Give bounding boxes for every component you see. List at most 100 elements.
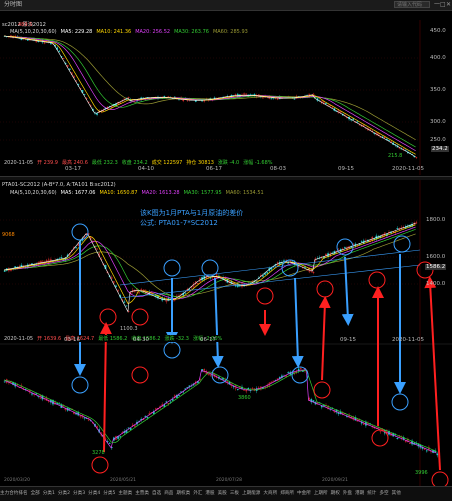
status-item: 成交 122597 (151, 160, 183, 166)
bottom-tab[interactable]: 其他 (391, 491, 401, 496)
bottom-tab[interactable]: 主题类 (118, 491, 133, 496)
annotation-circle (201, 259, 219, 277)
annotation-circle (91, 456, 109, 474)
candle (329, 105, 332, 107)
close-icon[interactable]: ✕ (446, 1, 452, 8)
bottom-tab[interactable]: 外盘 (342, 491, 352, 496)
candle (62, 57, 65, 59)
candle (436, 453, 439, 456)
candle (262, 275, 264, 277)
ma-legend-item: MA60: 1534.51 (225, 190, 264, 196)
bottom-tab[interactable]: 美股 (217, 491, 227, 496)
candle (127, 97, 130, 99)
bottom-tab[interactable]: 商品 (164, 491, 174, 496)
date-right-label: 2020-11-05 (392, 337, 424, 343)
bottom-tab[interactable]: 分类1 (42, 491, 55, 496)
sc2012-status-line: 2020-11-05 开 239.9 最高 240.6 最低 232.3 收盘 234.… (4, 159, 277, 166)
spread-symbol: PTA01-SC2012 (A-B*7.0, A:TA101 B:sc2012) (2, 182, 116, 188)
bottom-tab[interactable]: 多空 (379, 491, 389, 496)
candle (297, 368, 300, 372)
spread-plot (0, 180, 452, 486)
low-price-label: 215.8 (388, 153, 403, 159)
candle (415, 222, 418, 224)
bottom-tab[interactable]: 中金所 (297, 491, 311, 496)
bottom-tab[interactable]: 分类4 (88, 491, 101, 496)
low-label: 3996 (415, 470, 428, 476)
candle (404, 149, 407, 151)
bottom-tab[interactable]: 郑商所 (280, 491, 294, 496)
bottom-tab[interactable]: 分类2 (57, 491, 71, 496)
price-axis-label: 450.0 (430, 28, 446, 34)
candle (325, 253, 327, 257)
candle (262, 97, 264, 99)
price-axis-label: 1800.0 (426, 217, 446, 223)
date-label: 2020/03/20 (4, 478, 30, 483)
bottom-tab[interactable]: 自选 (152, 491, 162, 496)
bottom-tab[interactable]: 三板 (229, 491, 240, 496)
status-item: 开 1639.6 (37, 336, 62, 342)
candle (194, 281, 197, 285)
status-item: 最低 1586.2 (98, 336, 128, 342)
spread-ma-legend: MA(5,10,20,30,60) MA5: 1677.06 MA10: 1650.… (10, 190, 268, 196)
chart-sc2012[interactable]: sc2012 原油2012 MA(5,10,20,30,60) MA5: 229.… (0, 20, 452, 175)
x-axis-label: 04-30 (133, 337, 149, 343)
price-axis-label: 250.0 (430, 137, 446, 143)
status-item: 最低 232.3 (91, 160, 118, 166)
bottom-tab[interactable]: 外汇 (193, 491, 203, 496)
date-right-label: 2020-11-05 (392, 166, 424, 172)
status-item: 最高 240.6 (61, 160, 88, 166)
bottom-tab[interactable]: 港期 (355, 491, 365, 496)
bottom-tab[interactable]: 上期能源 (242, 491, 261, 496)
candle (197, 282, 199, 284)
candle (169, 401, 172, 403)
x-axis-label: 03-16 (64, 337, 80, 343)
annotation-arrow (341, 256, 354, 326)
bottom-tab[interactable]: 分类5 (103, 491, 116, 496)
bottom-tab[interactable]: 主力合约排名 (0, 491, 28, 496)
panel-divider[interactable] (0, 176, 452, 180)
candle (83, 93, 86, 95)
annotation-circle (256, 287, 274, 305)
candle (213, 277, 216, 279)
candle (415, 156, 418, 158)
candle (58, 50, 61, 52)
candle (251, 388, 254, 390)
x-axis-label: 06-17 (206, 166, 222, 172)
candle (266, 385, 269, 387)
price-axis-label: 400.0 (430, 55, 446, 61)
bottom-tab[interactable]: 大商所 (263, 491, 278, 496)
candle (293, 98, 296, 100)
bottom-tab[interactable]: 全部 (30, 491, 40, 496)
candle (243, 93, 245, 95)
annotation-circle (281, 259, 299, 277)
bottom-tab[interactable]: 上期所 (313, 491, 328, 496)
bottom-tab[interactable]: 期权 (330, 491, 340, 496)
candle (127, 427, 130, 429)
bottom-tab[interactable]: 期权类 (176, 491, 191, 496)
bottom-tab[interactable]: 分类3 (73, 491, 86, 496)
annotation-arrow (211, 277, 224, 368)
chart-pta-sc-spread[interactable]: PTA01-SC2012 (A-B*7.0, A:TA101 B:sc2012)… (0, 180, 452, 486)
minimize-icon[interactable]: 一 (434, 1, 441, 8)
annotation-arrow (291, 277, 304, 368)
candle (125, 305, 128, 307)
annotation-arrow (99, 322, 112, 453)
ma-legend-item: MA30: 263.76 (174, 29, 209, 35)
candle (234, 285, 237, 287)
candle (31, 393, 33, 395)
ma-legend-item: MA5: 1677.06 (60, 190, 96, 196)
candle (234, 94, 237, 96)
maximize-icon[interactable]: □ (440, 1, 446, 8)
ma-legend-item: MA60: 285.93 (212, 29, 248, 35)
candle (396, 228, 399, 230)
bottom-tab[interactable]: 主营类 (135, 491, 149, 496)
bottom-tab[interactable]: 港股 (205, 491, 215, 496)
candle (425, 450, 428, 452)
bottom-tab[interactable]: 统计 (367, 491, 377, 496)
search-input[interactable]: 请输入代码 (394, 1, 430, 8)
candle (209, 277, 212, 279)
candle (367, 128, 369, 131)
candle (367, 423, 369, 425)
candle (383, 136, 386, 138)
ma-legend-item: MA20: 1613.28 (141, 190, 180, 196)
